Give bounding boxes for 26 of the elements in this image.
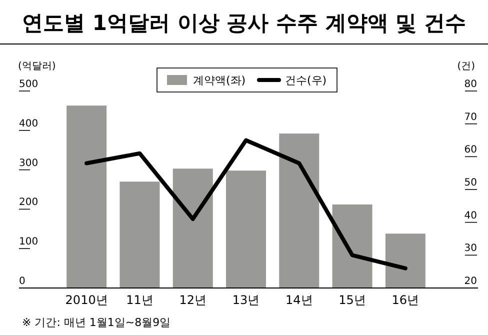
y-tick-label: 0 xyxy=(19,276,26,287)
y2-tick-label: 60 xyxy=(464,144,477,156)
y-tick-label: 200 xyxy=(19,197,38,208)
legend-label: 건수(우) xyxy=(285,74,327,87)
x-tick-label: 12년 xyxy=(179,293,206,307)
y-axis-title: (억달러) xyxy=(18,61,56,72)
x-tick-label: 15년 xyxy=(338,293,366,307)
y2-tick-label: 30 xyxy=(464,243,477,254)
y-tick-label: 500 xyxy=(19,79,38,90)
y2-tick-label: 80 xyxy=(464,79,477,90)
y-tick-label: 400 xyxy=(19,118,38,130)
x-tick-label: 16년 xyxy=(392,293,420,307)
y-tick-label: 300 xyxy=(19,158,38,169)
chart-title: 연도별 1억달러 이상 공사 수주 계약액 및 건수 xyxy=(22,11,466,35)
x-tick-label: 2010년 xyxy=(65,293,108,307)
x-tick-label: 13년 xyxy=(232,293,260,307)
y2-tick-label: 20 xyxy=(464,276,477,287)
y-tick-label: 100 xyxy=(19,236,38,248)
x-tick-label: 14년 xyxy=(286,293,313,307)
legend-label: 계약액(좌) xyxy=(193,74,246,87)
y2-tick-label: 50 xyxy=(464,178,477,188)
y2-axis-title: (건) xyxy=(457,61,476,72)
y2-tick-label: 70 xyxy=(464,112,477,123)
x-tick-label: 11년 xyxy=(126,293,154,307)
text: ※ 기간: 매년 1월1일~8월9일 xyxy=(22,316,171,329)
y2-tick-label: 40 xyxy=(464,210,477,222)
